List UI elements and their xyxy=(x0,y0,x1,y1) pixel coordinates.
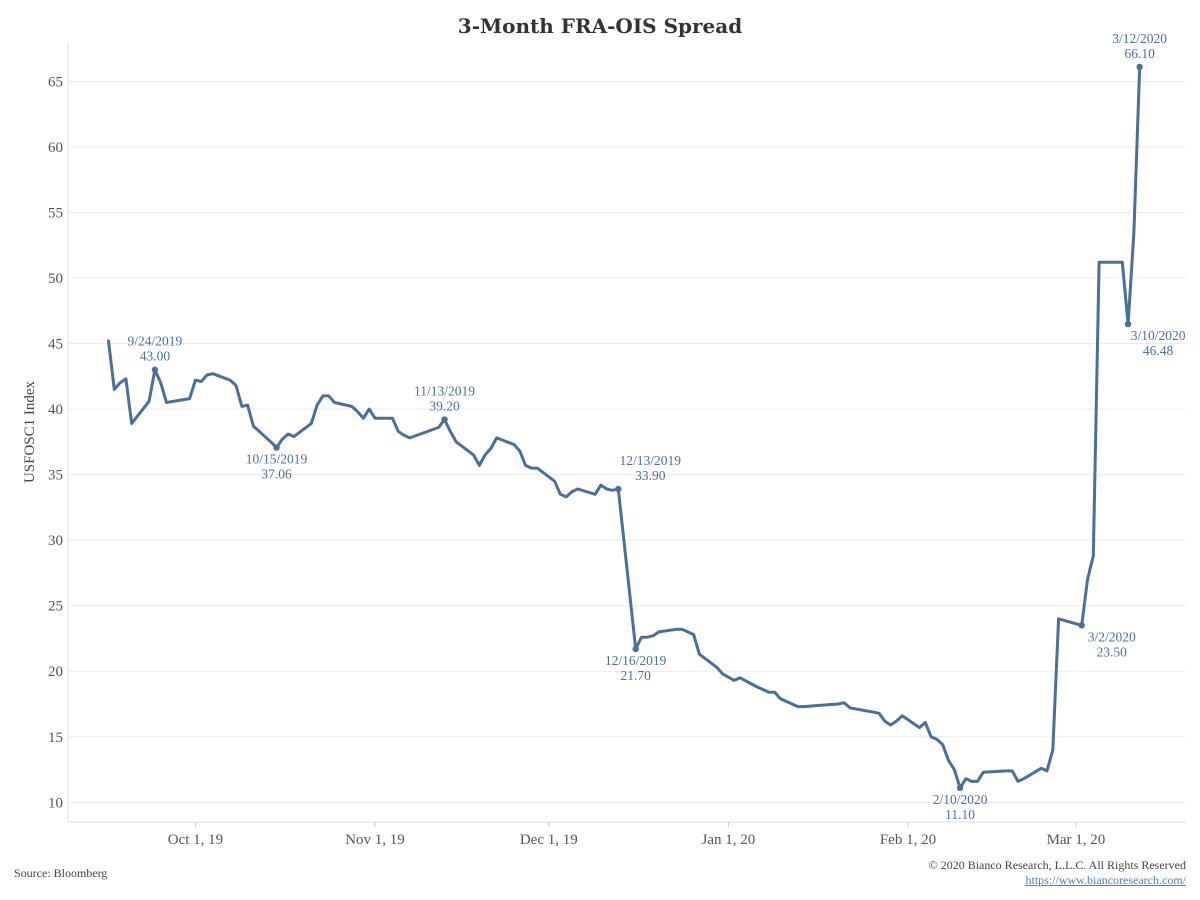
annotation-date: 2/10/2020 xyxy=(933,792,988,807)
annotation-marker xyxy=(151,366,159,373)
annotation-marker xyxy=(1124,320,1132,328)
copyright-text: © 2020 Bianco Research, L.L.C. All Right… xyxy=(928,858,1186,872)
annotation-date: 12/13/2019 xyxy=(620,453,682,468)
y-tick-label: 35 xyxy=(48,468,63,484)
x-tick-label: Dec 1, 19 xyxy=(520,832,578,848)
x-tick-label: Nov 1, 19 xyxy=(345,832,405,848)
annotation-value: 33.90 xyxy=(635,468,666,483)
y-tick-label: 50 xyxy=(48,271,63,287)
annotation-marker xyxy=(273,444,280,451)
annotation-date: 11/13/2019 xyxy=(414,384,475,399)
x-tick-label: Oct 1, 19 xyxy=(168,832,223,848)
y-tick-label: 15 xyxy=(48,730,63,746)
annotations: 9/24/201943.0010/15/201937.0611/13/20193… xyxy=(128,31,1186,822)
y-tick-label: 30 xyxy=(48,533,63,549)
annotation-date: 3/12/2020 xyxy=(1112,31,1167,46)
y-tick-label: 60 xyxy=(48,140,63,156)
annotation-date: 3/2/2020 xyxy=(1088,629,1136,644)
y-tick-label: 55 xyxy=(48,205,63,221)
annotation-marker xyxy=(632,645,639,653)
annotation-marker xyxy=(956,784,964,792)
x-tick-label: Feb 1, 20 xyxy=(880,832,936,848)
x-tick-label: Mar 1, 20 xyxy=(1047,832,1106,848)
website-link[interactable]: https://www.biancoresearch.com/ xyxy=(1025,873,1186,887)
annotation-date: 3/10/2020 xyxy=(1131,328,1186,343)
annotation-date: 12/16/2019 xyxy=(605,653,667,668)
annotation-value: 66.10 xyxy=(1124,46,1155,61)
annotation-value: 23.50 xyxy=(1097,644,1128,659)
x-tick-label: Jan 1, 20 xyxy=(701,832,755,848)
y-tick-label: 20 xyxy=(48,664,63,680)
annotation-value: 37.06 xyxy=(261,467,292,482)
source-note: Source: Bloomberg xyxy=(14,866,108,880)
y-axis-title: USFOSC1 Index xyxy=(22,380,38,483)
gridlines xyxy=(68,80,1186,803)
y-tick-label: 45 xyxy=(48,337,63,353)
annotation-date: 9/24/2019 xyxy=(128,334,183,349)
annotation-value: 21.70 xyxy=(621,668,652,683)
annotation-date: 10/15/2019 xyxy=(246,452,308,467)
annotation-value: 11.10 xyxy=(945,807,975,822)
annotation-marker xyxy=(1136,63,1143,71)
y-tick-label: 40 xyxy=(48,402,63,418)
annotation-marker xyxy=(441,416,448,423)
annotation-value: 46.48 xyxy=(1143,343,1174,358)
axes: 10 15 20 25 30 35 40 45 50 55 60 65 Oct 1, 19 Nov 1, … xyxy=(48,42,1186,848)
copyright-block: © 2020 Bianco Research, L.L.C. All Right… xyxy=(929,858,1186,888)
annotation-value: 39.20 xyxy=(429,399,460,414)
y-tick-label: 25 xyxy=(48,599,63,615)
y-tick-label: 10 xyxy=(48,795,63,811)
annotation-value: 43.00 xyxy=(140,349,171,364)
chart-title: 3-Month FRA-OIS Spread xyxy=(457,14,743,38)
y-tick-label: 65 xyxy=(48,74,63,90)
annotation-marker xyxy=(615,485,622,493)
annotation-marker xyxy=(1078,622,1085,629)
